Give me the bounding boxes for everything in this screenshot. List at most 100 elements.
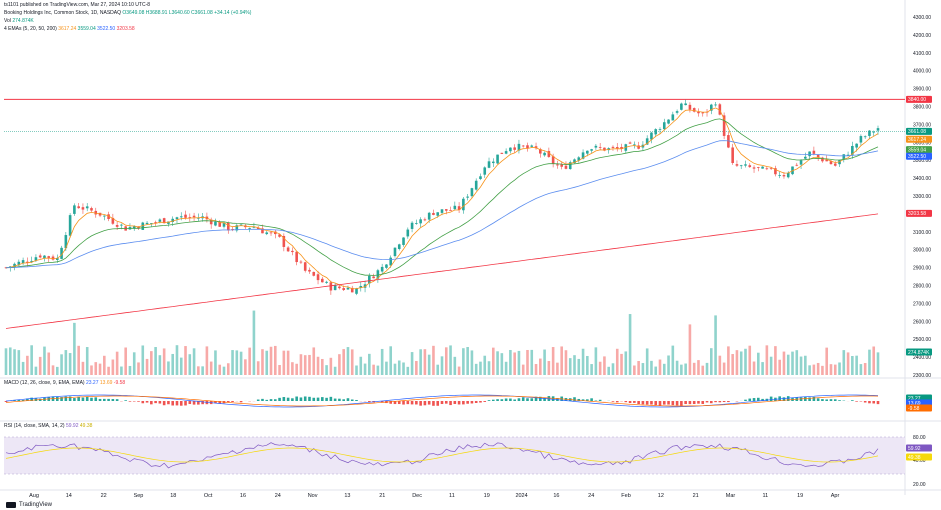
volume-bar: [556, 362, 559, 375]
volume-bar: [791, 351, 794, 375]
rsi-legend[interactable]: RSI (14, close, SMA, 14, 2) 59.92 49.38: [4, 423, 92, 429]
volume-bar: [30, 345, 33, 375]
volume-bar: [8, 347, 12, 375]
price-tag-box: [906, 152, 932, 160]
volume-bar: [316, 356, 320, 375]
candle: [701, 112, 705, 114]
macd-histogram-bar: [141, 401, 145, 404]
volume-bar: [128, 365, 132, 375]
candle: [487, 161, 491, 168]
rsi-pane[interactable]: [4, 436, 905, 475]
volume-bar: [821, 365, 824, 375]
candle: [628, 142, 632, 144]
volume-bar: [333, 366, 337, 375]
macd-histogram-bar: [829, 399, 833, 401]
volume-bar: [51, 365, 55, 375]
macd-histogram-bar: [103, 398, 106, 401]
price-axis-label: 3300.00: [913, 194, 931, 200]
candle: [286, 247, 290, 252]
macd-histogram-bar: [406, 401, 410, 405]
candle: [791, 166, 794, 175]
volume-bar: [175, 345, 179, 375]
price-pane[interactable]: [4, 98, 905, 329]
candle: [43, 255, 46, 259]
macd-histogram-bar: [107, 398, 110, 401]
candle: [876, 128, 880, 131]
ema-legend[interactable]: 4 EMAs (5, 20, 50, 200) 3617.24 3559.04 …: [4, 26, 135, 33]
candle: [192, 215, 196, 218]
macd-histogram-bar: [487, 400, 491, 401]
candle: [4, 267, 8, 269]
time-axis-label: 12: [658, 493, 664, 499]
candle: [38, 255, 42, 258]
volume-bar: [265, 350, 269, 375]
volume-bar: [385, 361, 388, 375]
volume-bar: [98, 363, 102, 375]
macd-histogram-bar: [671, 401, 675, 406]
volume-bar: [774, 346, 777, 375]
candle: [355, 288, 358, 294]
price-axis-label: 2900.00: [913, 266, 931, 272]
price-axis-label: 3600.00: [913, 140, 931, 146]
candle: [714, 104, 717, 106]
candle: [521, 145, 525, 147]
macd-histogram-bar: [162, 401, 166, 406]
macd-histogram-bar: [154, 401, 157, 404]
volume-bar: [440, 356, 444, 375]
macd-histogram-bar: [453, 401, 457, 404]
candle: [598, 147, 602, 148]
candle: [590, 149, 593, 151]
macd-histogram-bar: [26, 398, 29, 401]
candle: [141, 222, 145, 230]
ema50-line: [5, 140, 879, 269]
price-axis-label: 3800.00: [913, 105, 931, 111]
volume-bar: [393, 363, 397, 375]
candle: [282, 235, 286, 247]
macd-histogram-bar: [397, 401, 401, 405]
volume-bar: [239, 351, 243, 375]
macd-histogram-bar: [316, 397, 320, 401]
candle: [368, 275, 371, 284]
volume-bar: [504, 361, 508, 375]
volume-value: 274.874K: [12, 18, 34, 24]
macd-histogram-bar: [483, 401, 487, 402]
macd-legend[interactable]: MACD (12, 26, close, 9, EMA, EMA) 23.27 …: [4, 380, 125, 386]
candle: [491, 161, 495, 164]
volume-bar: [436, 364, 440, 375]
candle: [419, 219, 422, 224]
price-tag-text: 3559.04: [908, 147, 926, 153]
macd-histogram-bar: [231, 401, 234, 403]
macd-histogram-bar: [68, 396, 72, 401]
volume-bar: [521, 364, 525, 375]
time-axis[interactable]: Aug 14 22 Sep 18 Oct 16 24 Nov 13 21 Dec 11 19 2024 16 2…: [29, 493, 839, 499]
candle: [17, 261, 21, 266]
volume-bar: [808, 365, 811, 375]
volume-bar: [500, 353, 504, 375]
macd-pane[interactable]: [4, 394, 880, 408]
tradingview-footer[interactable]: TradingView: [6, 502, 52, 508]
volume-bar: [124, 347, 127, 375]
macd-histogram-bar: [188, 401, 192, 405]
macd-histogram-bar: [410, 401, 414, 405]
time-axis-label: 21: [379, 493, 385, 499]
volume-bar: [675, 360, 679, 375]
candle: [782, 175, 786, 177]
symbol-description[interactable]: Booking Holdings Inc, Common Stock, 1D, …: [4, 10, 121, 16]
volume-bar: [487, 361, 491, 375]
macd-histogram-bar: [697, 401, 700, 404]
time-axis-label: 18: [170, 493, 176, 499]
macd-histogram-bar: [705, 401, 709, 403]
candle: [427, 212, 431, 220]
price-tag-text: 3840.00: [908, 97, 926, 103]
candle: [261, 228, 264, 234]
volume-bar: [530, 349, 534, 375]
macd-histogram-bar: [513, 399, 516, 401]
rsi-axis-label: 80.00: [913, 435, 926, 441]
volume-bar: [171, 353, 175, 375]
macd-histogram-bar: [393, 401, 397, 405]
price-axis[interactable]: 4300.00 4200.00 4100.00 4000.00 3900.00 3800.…: [913, 15, 931, 488]
candle: [645, 138, 649, 145]
macd-histogram-bar: [73, 398, 76, 401]
candle: [162, 218, 166, 224]
